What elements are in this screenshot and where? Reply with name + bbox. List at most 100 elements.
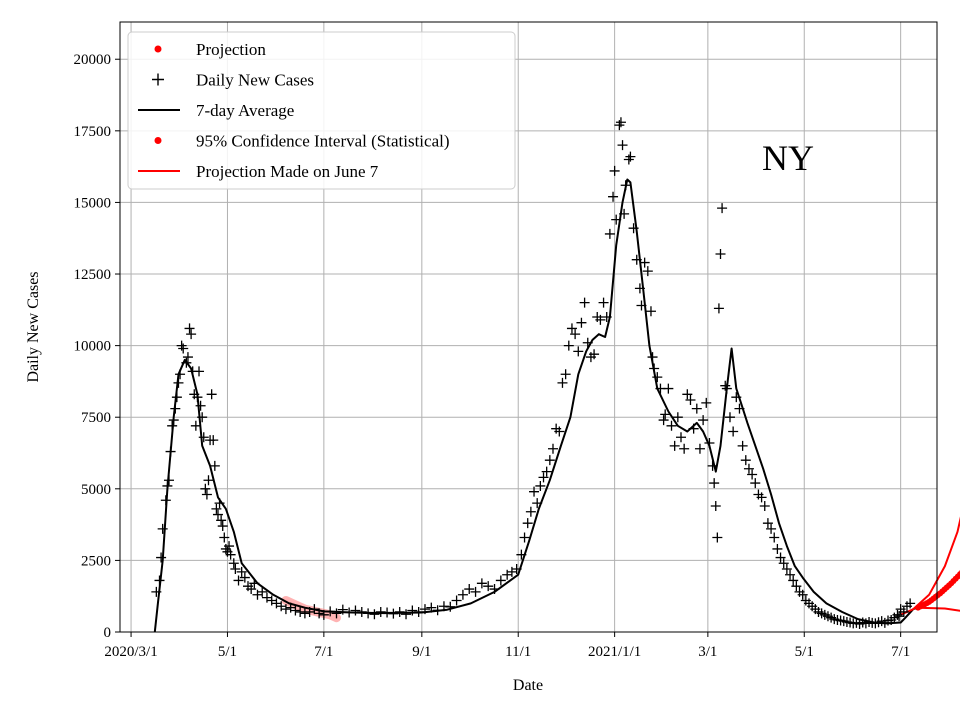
daily-case-point [704, 437, 715, 448]
daily-case-point [445, 601, 456, 612]
daily-case-point [175, 369, 186, 380]
daily-case-point [432, 605, 443, 616]
daily-case-point [675, 432, 686, 443]
series-line [900, 516, 960, 616]
y-tick-label: 10000 [74, 339, 112, 355]
x-tick-label: 2020/3/1 [104, 644, 157, 660]
daily-case-point [151, 586, 162, 597]
plot-frame [119, 21, 938, 633]
daily-case-point [573, 346, 584, 357]
daily-case-point [160, 495, 171, 506]
legend-marker-plus [152, 73, 164, 86]
daily-case-point [660, 409, 671, 420]
daily-case-point [522, 518, 533, 529]
daily-case-point [709, 478, 720, 489]
daily-case-point [628, 223, 639, 234]
daily-case-point [791, 581, 802, 592]
daily-case-point [290, 605, 301, 616]
daily-case-point [350, 605, 361, 616]
daily-case-point [208, 435, 219, 446]
daily-case-point [249, 578, 260, 589]
daily-case-point [217, 521, 228, 532]
daily-case-point [647, 352, 658, 363]
daily-case-point [672, 412, 683, 423]
daily-case-point [464, 584, 475, 595]
daily-case-point [563, 340, 574, 351]
daily-case-point [652, 372, 663, 383]
daily-case-point [775, 552, 786, 563]
daily-case-point [206, 389, 217, 400]
daily-case-point [769, 532, 780, 543]
projection-dots [915, 569, 960, 611]
daily-case-point [615, 117, 626, 128]
x-tick-label: 3/1 [698, 644, 717, 660]
daily-case-point [325, 606, 336, 617]
daily-case-point [413, 606, 424, 617]
daily-case-point [198, 432, 209, 443]
daily-case-point [608, 191, 619, 202]
legend-marker-dot [154, 137, 162, 144]
daily-case-point [710, 500, 721, 511]
legend-label: 95% Confidence Interval (Statistical) [196, 132, 450, 151]
daily-case-point [589, 349, 600, 360]
x-tick-label: 5/1 [218, 644, 237, 660]
daily-case-point [636, 300, 647, 311]
daily-case-point [314, 608, 325, 619]
daily-case-point [219, 532, 230, 543]
daily-case-point [419, 604, 430, 615]
x-tick-label: 2021/1/1 [588, 644, 641, 660]
state-label: NY [762, 138, 814, 178]
series-line [153, 178, 919, 633]
daily-case-point [184, 323, 195, 334]
daily-case-point [331, 608, 342, 619]
daily-case-point [576, 317, 587, 328]
daily-case-point [609, 165, 620, 176]
daily-case-point [457, 589, 468, 600]
daily-case-point [382, 607, 393, 618]
y-tick-label: 7500 [81, 410, 111, 426]
daily-case-point [388, 608, 399, 619]
daily-case-point [407, 605, 418, 616]
daily-case-point [178, 343, 189, 354]
daily-case-point [691, 403, 702, 414]
daily-case-point [525, 506, 536, 517]
daily-case-point [898, 606, 909, 617]
y-tick-label: 15000 [74, 195, 112, 211]
daily-case-point [645, 306, 656, 317]
daily-case-point [766, 523, 777, 534]
legend-box [127, 31, 516, 190]
axis-ticks: 2020/3/15/17/19/111/12021/1/13/15/17/19/… [74, 52, 911, 660]
daily-case-point [560, 369, 571, 380]
daily-case-point [734, 403, 745, 414]
daily-case-point [685, 395, 696, 406]
daily-new-cases-markers [151, 117, 916, 629]
x-tick-label: 9/1 [412, 644, 431, 660]
daily-case-point [759, 500, 770, 511]
daily-case-point [639, 257, 650, 268]
daily-case-point [182, 352, 193, 363]
daily-case-point [728, 426, 739, 437]
legend: Projection Daily New Cases 7-day Average 95… [127, 31, 516, 190]
daily-case-point [721, 383, 732, 394]
daily-case-point [224, 541, 235, 552]
daily-case-point [190, 420, 201, 431]
daily-case-point [631, 254, 642, 265]
daily-case-point [797, 589, 808, 600]
daily-case-point [713, 303, 724, 314]
y-axis-label: Daily New Cases [25, 271, 42, 382]
series-line [917, 606, 960, 612]
daily-case-point [598, 297, 609, 308]
daily-case-point [694, 443, 705, 454]
daily-case-point [617, 140, 628, 151]
daily-case-point [781, 563, 792, 574]
daily-case-point [778, 558, 789, 569]
daily-case-point [495, 575, 506, 586]
daily-case-point [201, 489, 212, 500]
daily-case-point [203, 475, 214, 486]
daily-case-point [157, 523, 168, 534]
daily-case-point [192, 392, 203, 403]
daily-case-point [163, 475, 174, 486]
x-axis-label: Date [513, 677, 543, 694]
daily-case-point [620, 180, 631, 191]
